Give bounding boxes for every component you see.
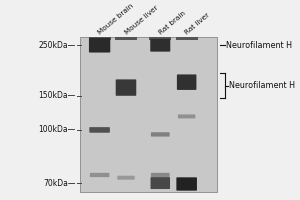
Bar bbox=[88, 37, 111, 40]
FancyBboxPatch shape bbox=[150, 39, 170, 52]
Text: 100kDa—: 100kDa— bbox=[39, 125, 76, 134]
FancyBboxPatch shape bbox=[151, 177, 170, 189]
Bar bbox=[80, 37, 217, 192]
Text: Mouse brain: Mouse brain bbox=[97, 3, 135, 36]
Text: Neurofilament H: Neurofilament H bbox=[229, 81, 295, 90]
Text: 150kDa—: 150kDa— bbox=[39, 91, 76, 100]
Text: 250kDa—: 250kDa— bbox=[39, 41, 76, 50]
FancyBboxPatch shape bbox=[177, 74, 197, 90]
FancyBboxPatch shape bbox=[151, 173, 170, 177]
FancyBboxPatch shape bbox=[90, 173, 110, 177]
Text: Mouse liver: Mouse liver bbox=[123, 5, 159, 36]
FancyBboxPatch shape bbox=[178, 114, 195, 118]
Bar bbox=[176, 37, 198, 40]
FancyBboxPatch shape bbox=[89, 38, 110, 53]
Text: Rat liver: Rat liver bbox=[184, 12, 211, 36]
Bar bbox=[149, 37, 171, 40]
Text: 70kDa—: 70kDa— bbox=[44, 179, 76, 188]
FancyBboxPatch shape bbox=[89, 127, 110, 133]
FancyBboxPatch shape bbox=[117, 176, 135, 180]
Bar bbox=[115, 37, 137, 40]
FancyBboxPatch shape bbox=[151, 132, 170, 137]
Text: Rat brain: Rat brain bbox=[158, 10, 187, 36]
FancyBboxPatch shape bbox=[176, 177, 197, 191]
FancyBboxPatch shape bbox=[116, 79, 136, 96]
Text: Neurofilament H: Neurofilament H bbox=[226, 41, 292, 50]
